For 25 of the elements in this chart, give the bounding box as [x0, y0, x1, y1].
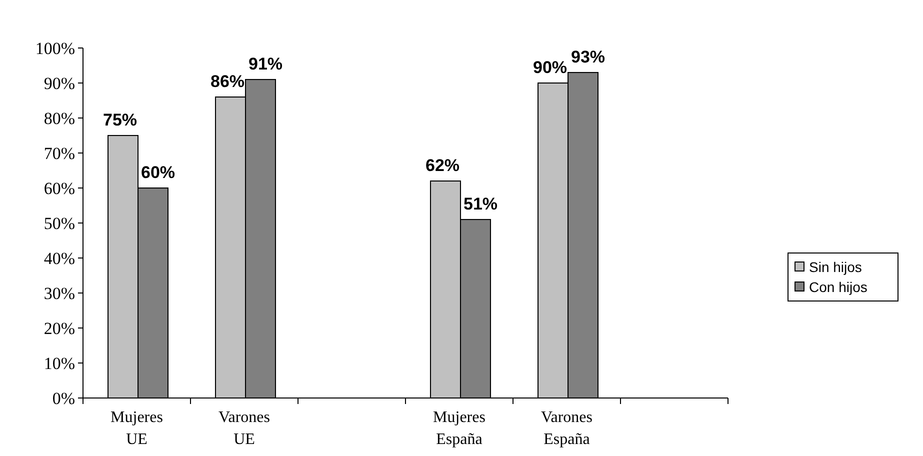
y-tick-label: 60%: [44, 178, 75, 198]
x-tick-label: Varones UE: [218, 409, 270, 448]
data-label: 90%: [532, 58, 568, 77]
y-tick-label: 70%: [44, 144, 75, 163]
data-label: 86%: [210, 72, 245, 91]
data-label: 60%: [140, 163, 176, 182]
x-tick-label: Mujeres España: [433, 409, 486, 448]
legend-label: Con hijos: [809, 278, 868, 295]
data-label: 51%: [463, 194, 498, 214]
data-label: 75%: [102, 110, 138, 130]
y-tick-label: 40%: [44, 248, 75, 268]
y-tick-label: 100%: [35, 38, 75, 58]
y-tick-label: 20%: [44, 318, 75, 338]
legend-label: Sin hijos: [809, 258, 862, 275]
x-tick-label: Varones España: [540, 409, 593, 448]
data-label: 93%: [570, 48, 606, 66]
y-tick-label: 50%: [44, 214, 75, 233]
y-tick-label: 80%: [44, 108, 75, 128]
y-tick-label: 90%: [44, 74, 75, 93]
y-tick-label: 30%: [44, 284, 75, 303]
y-tick-label: 10%: [44, 354, 75, 373]
data-label: 62%: [425, 156, 460, 175]
y-tick-label: 0%: [52, 388, 75, 408]
data-label: 91%: [248, 54, 283, 74]
x-tick-label: Mujeres UE: [110, 409, 163, 448]
